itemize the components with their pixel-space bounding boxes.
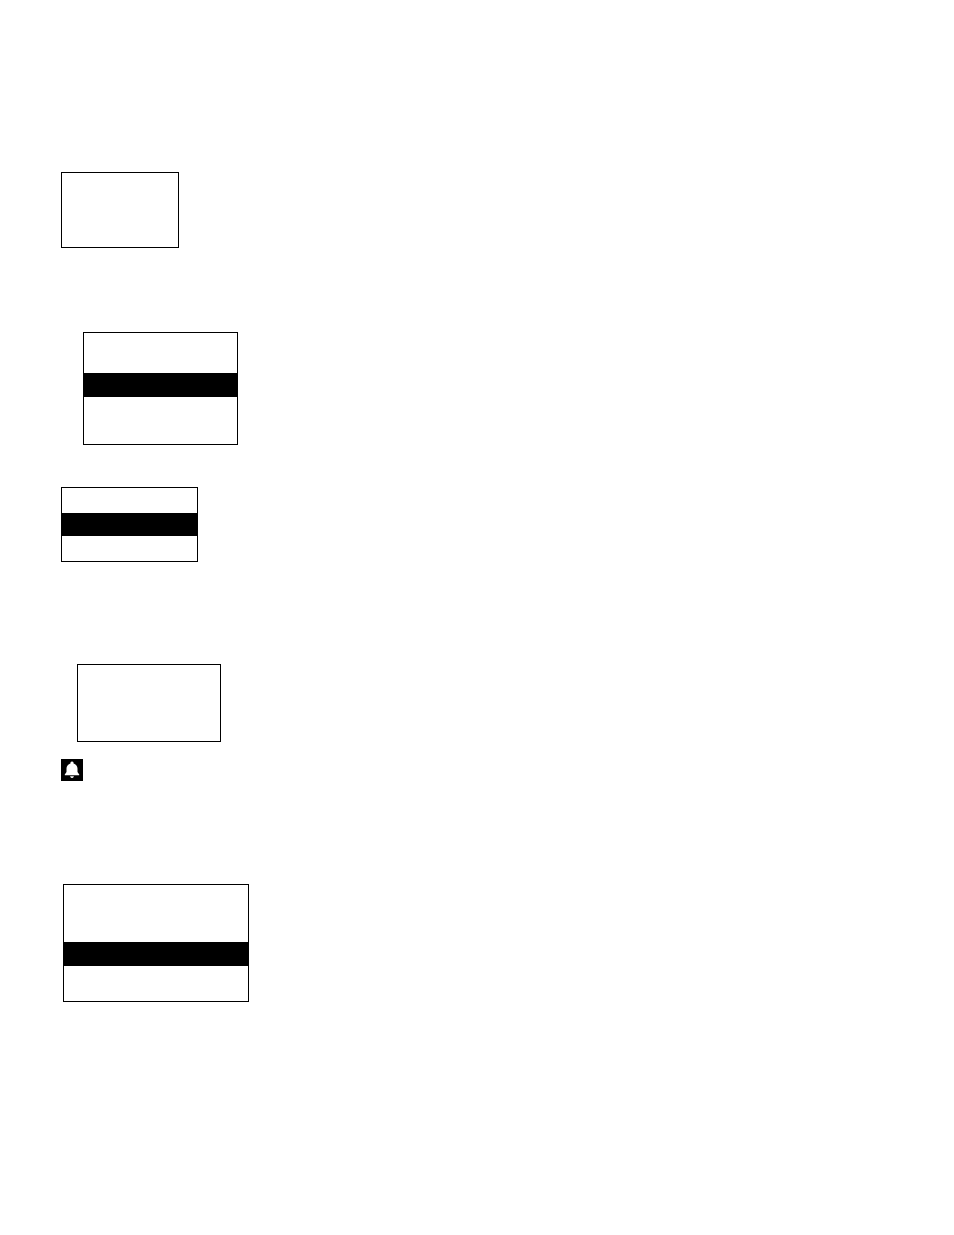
rectangle-3-stripe — [62, 513, 197, 536]
rectangle-striped-5 — [63, 884, 249, 1002]
rectangle-striped-3 — [61, 487, 198, 562]
rectangle-striped-2 — [83, 332, 238, 445]
bell-icon — [61, 759, 83, 781]
document-page — [0, 0, 954, 1235]
rectangle-2-stripe — [84, 373, 237, 397]
rectangle-plain-1 — [61, 172, 179, 248]
rectangle-plain-4 — [77, 664, 221, 742]
rectangle-5-stripe — [64, 942, 248, 966]
